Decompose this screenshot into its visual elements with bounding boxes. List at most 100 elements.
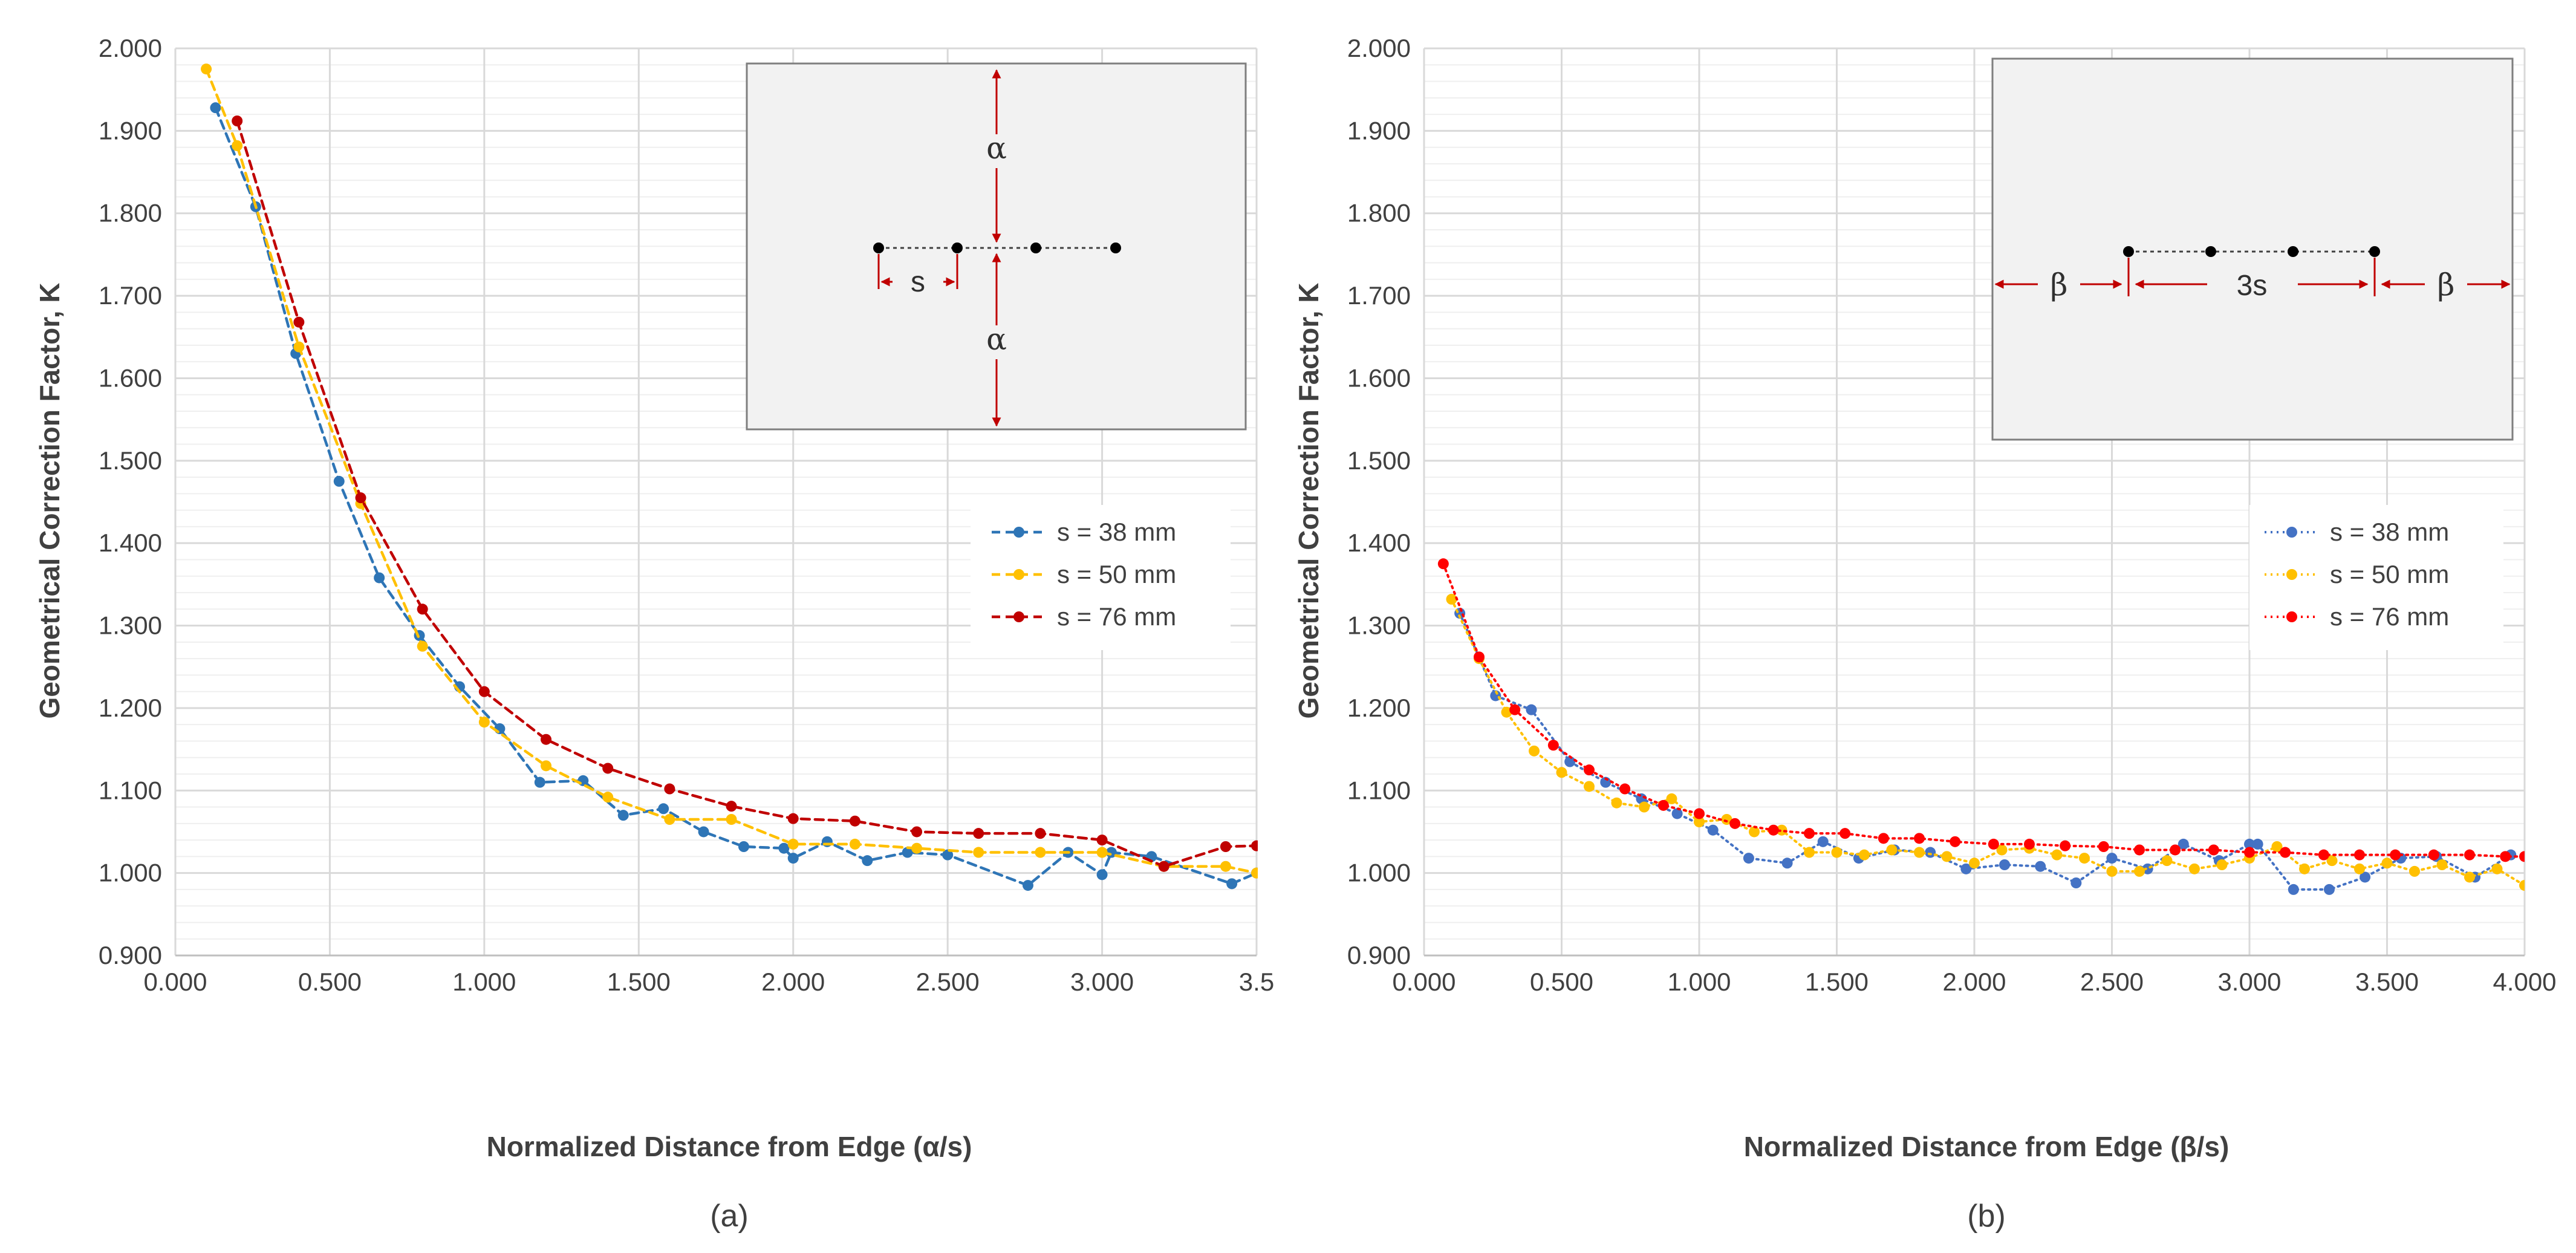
- series-line: [1459, 612, 2513, 891]
- data-point: [849, 815, 860, 827]
- data-point: [333, 475, 345, 487]
- x-tick-label: 3.5: [1239, 968, 1274, 996]
- data-point: [1096, 869, 1108, 880]
- data-point: [1925, 847, 1936, 858]
- data-point: [698, 826, 709, 838]
- data-point: [1158, 861, 1169, 872]
- data-point: [787, 838, 799, 850]
- data-point: [2051, 849, 2063, 861]
- data-point: [778, 842, 790, 854]
- data-point: [726, 814, 737, 825]
- data-point: [2428, 849, 2439, 861]
- three-s-label: 3s: [2237, 270, 2268, 302]
- chart-a-y-axis-title: Geometrical Correction Factor, K: [34, 283, 65, 719]
- chart-a-y-ticks: 0.900 1.000 1.100 1.200 1.300 1.400 1.500 1.600…: [99, 34, 162, 969]
- alpha-top-label: α: [986, 131, 1007, 166]
- data-point: [1220, 841, 1231, 852]
- legend-marker: [1013, 611, 1024, 622]
- data-point: [374, 572, 385, 584]
- data-point: [1768, 824, 1779, 836]
- legend-marker: [1013, 569, 1024, 580]
- x-tick-label: 1.500: [1805, 968, 1869, 996]
- legend-marker: [2286, 611, 2297, 622]
- data-point: [1694, 816, 1705, 828]
- data-point: [1556, 767, 1567, 778]
- data-point: [541, 760, 552, 772]
- x-tick-label: 0.000: [143, 968, 207, 996]
- chart-a-inset-diagram: α α s: [746, 62, 1247, 431]
- data-point: [849, 838, 860, 850]
- chart-b-inset-diagram: β 3s β: [1991, 57, 2514, 441]
- data-point: [210, 102, 221, 114]
- data-point: [1639, 801, 1650, 813]
- data-point: [1666, 793, 1677, 804]
- data-point: [1671, 808, 1683, 819]
- chart-a-series: [201, 63, 1258, 891]
- chart-b-y-ticks: 0.900 1.000 1.100 1.200 1.300 1.400 1.500 1.600…: [1347, 34, 1411, 969]
- y-tick-label: 1.600: [99, 363, 162, 392]
- data-point: [1743, 853, 1754, 864]
- chart-b-series: [1437, 558, 2525, 895]
- data-point: [417, 604, 428, 615]
- data-point: [1988, 838, 1999, 850]
- beta-right-label: β: [2438, 267, 2455, 302]
- legend-marker: [2286, 569, 2297, 580]
- x-tick-label: 1.000: [452, 968, 516, 996]
- data-point: [2390, 849, 2401, 861]
- chart-a: 0.000 0.500 1.000 1.500 2.000 2.500 3.000 3.5 0…: [34, 34, 1274, 1234]
- data-point: [2134, 865, 2145, 877]
- data-point: [2208, 844, 2219, 856]
- data-point: [664, 783, 675, 795]
- data-point: [1096, 835, 1108, 846]
- data-point: [2381, 858, 2393, 869]
- data-point: [973, 828, 984, 839]
- data-point: [2170, 844, 2181, 856]
- data-point: [1657, 799, 1669, 811]
- data-point: [602, 792, 614, 803]
- data-point: [2060, 840, 2071, 851]
- data-point: [1022, 880, 1033, 891]
- data-point: [1226, 878, 1238, 890]
- x-tick-label: 1.500: [607, 968, 671, 996]
- y-tick-label: 0.900: [99, 941, 162, 969]
- data-point: [1584, 781, 1595, 792]
- data-point: [1886, 844, 1898, 856]
- data-point: [1969, 858, 1980, 869]
- data-point: [1611, 797, 1622, 809]
- data-point: [1474, 651, 1485, 663]
- y-tick-label: 1.100: [1347, 776, 1411, 804]
- data-point: [2464, 849, 2475, 861]
- data-point: [2178, 838, 2189, 850]
- y-tick-label: 1.600: [1347, 363, 1411, 392]
- data-point: [1817, 836, 1829, 847]
- data-point: [787, 813, 799, 824]
- data-point: [1437, 558, 1449, 570]
- data-point: [2216, 859, 2228, 870]
- data-point: [2360, 871, 2371, 883]
- data-point: [2288, 884, 2299, 895]
- x-tick-label: 2.000: [761, 968, 825, 996]
- y-tick-label: 1.200: [99, 694, 162, 722]
- spacing-s-label: s: [911, 266, 925, 298]
- data-point: [534, 776, 545, 788]
- data-point: [2035, 861, 2046, 872]
- data-point: [1749, 826, 1760, 838]
- data-point: [1996, 844, 2008, 856]
- data-point: [232, 116, 243, 126]
- data-point: [602, 763, 614, 774]
- data-point: [2464, 871, 2475, 883]
- data-point: [911, 842, 923, 854]
- data-point: [1220, 861, 1231, 872]
- data-point: [201, 63, 212, 75]
- chart-b-y-axis-title: Geometrical Correction Factor, K: [1293, 283, 1324, 719]
- legend-label: s = 38 mm: [2330, 518, 2449, 546]
- legend-label: s = 38 mm: [1057, 518, 1176, 546]
- x-tick-label: 3.000: [1070, 968, 1134, 996]
- y-tick-label: 1.300: [99, 611, 162, 640]
- data-point: [1694, 808, 1705, 819]
- y-tick-label: 1.700: [99, 281, 162, 310]
- data-point: [2436, 859, 2448, 870]
- data-point: [355, 492, 366, 504]
- data-point: [2491, 863, 2503, 874]
